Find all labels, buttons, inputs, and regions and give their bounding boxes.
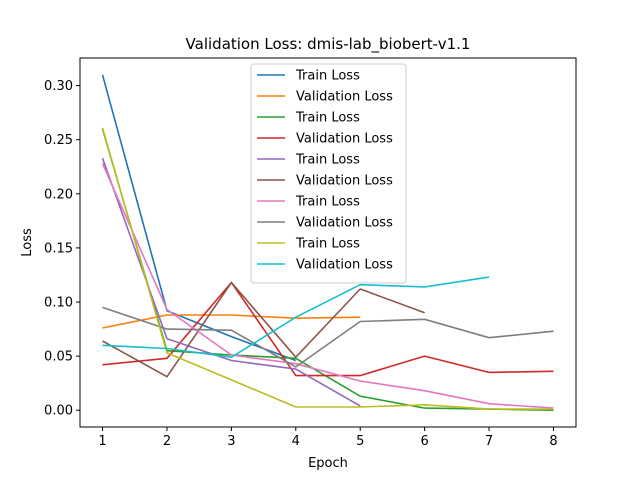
y-axis-title: Loss — [20, 228, 35, 257]
legend-label: Validation Loss — [296, 258, 393, 273]
legend-label: Train Loss — [295, 153, 360, 168]
series-line-4 — [102, 281, 554, 377]
y-axis: 0.00 0.05 0.10 0.15 0.20 0.25 0.30 — [44, 79, 80, 419]
legend-box — [250, 63, 407, 284]
series-line-10 — [102, 276, 490, 359]
y-tick-label: 0.20 — [44, 187, 73, 202]
y-tick-label: 0.05 — [44, 350, 73, 365]
y-tick-label: 0.25 — [44, 133, 73, 148]
series-line-8 — [102, 306, 554, 368]
x-tick-label: 1 — [98, 434, 106, 449]
x-tick-label: 5 — [356, 434, 364, 449]
legend: Train Loss Validation Loss Train Loss Valid… — [250, 63, 407, 284]
x-tick-label: 4 — [292, 434, 300, 449]
y-tick-label: 0.00 — [44, 404, 73, 419]
y-tick-label: 0.30 — [44, 79, 73, 94]
y-tick-label: 0.15 — [44, 241, 73, 256]
legend-label: Train Loss — [295, 237, 360, 252]
series-line-7 — [101, 163, 554, 409]
series-line-6 — [102, 281, 425, 378]
legend-label: Validation Loss — [296, 132, 393, 147]
legend-label: Validation Loss — [296, 90, 393, 105]
legend-label: Train Loss — [295, 111, 360, 126]
legend-label: Train Loss — [295, 69, 360, 84]
series-line-9 — [101, 127, 554, 410]
y-tick-label: 0.10 — [44, 296, 73, 311]
x-axis: 1 2 3 4 5 6 7 8 — [98, 427, 558, 449]
x-tick-label: 6 — [420, 434, 428, 449]
plot-frame — [79, 57, 577, 428]
chart-title: Validation Loss: dmis-lab_biobert-v1.1 — [186, 35, 471, 54]
x-tick-label: 2 — [163, 434, 171, 449]
legend-label: Train Loss — [295, 195, 360, 210]
x-tick-label: 8 — [549, 434, 557, 449]
legend-label: Validation Loss — [296, 216, 393, 231]
x-tick-label: 3 — [227, 434, 235, 449]
series-layer — [101, 74, 554, 411]
series-line-2 — [102, 314, 361, 329]
x-axis-title: Epoch — [308, 456, 348, 471]
x-tick-label: 7 — [485, 434, 493, 449]
legend-label: Validation Loss — [296, 174, 393, 189]
